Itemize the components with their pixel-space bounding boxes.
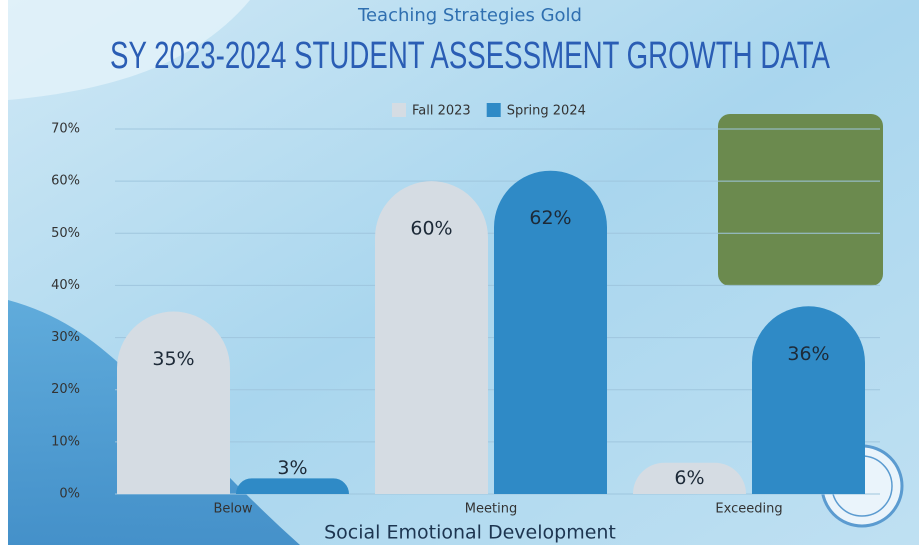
data-label: 36% — [787, 343, 829, 365]
chart-subtitle: Teaching Strategies Gold — [357, 5, 582, 26]
bar — [494, 170, 607, 494]
bar — [236, 478, 349, 494]
y-tick-label: 40% — [51, 278, 80, 293]
y-tick-label: 70% — [51, 122, 80, 137]
y-tick-label: 20% — [51, 382, 80, 397]
data-label: 3% — [277, 457, 307, 479]
y-tick-label: 0% — [59, 487, 80, 502]
legend-label: Spring 2024 — [507, 104, 586, 119]
y-tick-label: 10% — [51, 434, 80, 449]
legend-label: Fall 2023 — [412, 104, 471, 119]
data-label: 60% — [410, 218, 452, 240]
data-label: 35% — [152, 348, 194, 370]
chart-title: SY 2023-2024 STUDENT ASSESSMENT GROWTH D… — [110, 35, 830, 77]
y-tick-label: 30% — [51, 330, 80, 345]
bar — [375, 181, 488, 494]
y-tick-label: 50% — [51, 226, 80, 241]
background-wave — [8, 0, 250, 100]
x-tick-label: Meeting — [465, 502, 517, 517]
bar — [752, 306, 865, 494]
photo — [718, 114, 883, 286]
x-tick-label: Exceeding — [715, 502, 782, 517]
y-tick-label: 60% — [51, 174, 80, 189]
bar — [633, 462, 746, 494]
bar — [117, 311, 230, 494]
x-tick-label: Below — [213, 502, 252, 517]
data-label: 6% — [674, 467, 704, 489]
legend-swatch — [392, 103, 406, 117]
x-axis-label: Social Emotional Development — [324, 522, 616, 544]
data-label: 62% — [529, 207, 571, 229]
legend-swatch — [486, 103, 501, 117]
